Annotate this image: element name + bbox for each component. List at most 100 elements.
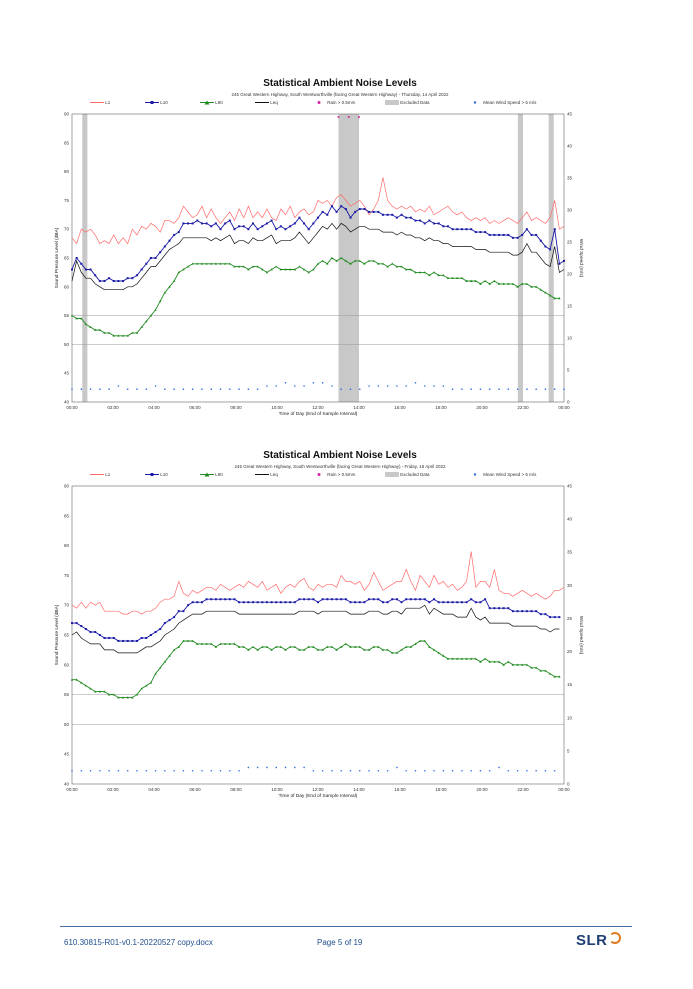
data-point-l90 bbox=[349, 262, 352, 265]
data-point-l90 bbox=[437, 651, 440, 654]
data-point-wind bbox=[284, 766, 287, 769]
data-point-l90 bbox=[247, 268, 250, 271]
data-point-wind bbox=[544, 769, 547, 772]
data-point-wind bbox=[145, 388, 148, 391]
data-point-l10 bbox=[349, 601, 352, 604]
legend-item-wind: Mean Wind Speed > 5 m/s bbox=[468, 100, 536, 105]
data-point-l10 bbox=[414, 219, 417, 222]
data-point-l10 bbox=[474, 601, 477, 604]
data-point-wind bbox=[553, 769, 556, 772]
data-point-l10 bbox=[437, 601, 440, 604]
y-tick-label: 90 bbox=[64, 112, 70, 117]
data-point-wind bbox=[368, 769, 370, 772]
data-point-l90 bbox=[404, 268, 408, 271]
data-point-l90 bbox=[103, 690, 106, 693]
footer-document-name: 610.30815-R01-v0.1-20220527 copy.docx bbox=[64, 938, 213, 947]
data-point-wind bbox=[461, 769, 463, 772]
data-point-l90 bbox=[493, 279, 496, 282]
series-line-l10 bbox=[72, 598, 560, 642]
data-point-l90 bbox=[149, 681, 153, 684]
data-point-wind bbox=[108, 388, 110, 391]
data-point-l10 bbox=[363, 601, 366, 604]
data-point-l10 bbox=[214, 598, 217, 601]
data-point-l10 bbox=[460, 228, 463, 231]
data-point-l10 bbox=[108, 636, 111, 639]
data-point-l10 bbox=[117, 280, 120, 283]
data-point-l90 bbox=[80, 317, 83, 320]
data-point-wind bbox=[535, 388, 537, 391]
data-point-l90 bbox=[335, 648, 338, 651]
data-point-l90 bbox=[70, 314, 74, 317]
data-point-wind bbox=[256, 388, 259, 391]
x-tick-label: 00:00 bbox=[558, 405, 570, 410]
data-point-l90 bbox=[391, 651, 394, 654]
data-point-l90 bbox=[534, 285, 538, 288]
data-point-l10 bbox=[525, 610, 528, 613]
data-point-l90 bbox=[395, 265, 399, 268]
data-point-l10 bbox=[563, 259, 565, 262]
data-point-l90 bbox=[89, 687, 92, 690]
chart-title: Statistical Ambient Noise Levels bbox=[263, 450, 417, 461]
data-point-l90 bbox=[298, 265, 301, 268]
data-point-l90 bbox=[210, 642, 213, 645]
data-point-l10 bbox=[386, 213, 389, 216]
data-point-l10 bbox=[173, 616, 176, 619]
data-point-wind bbox=[488, 769, 491, 772]
y-axis-label: Sound Pressure Level (dBA) bbox=[54, 604, 60, 665]
data-point-l90 bbox=[465, 279, 468, 282]
data-point-l90 bbox=[548, 672, 552, 675]
x-tick-label: 18:00 bbox=[435, 787, 447, 792]
data-point-wind bbox=[405, 769, 407, 772]
x-tick-label: 10:00 bbox=[271, 787, 283, 792]
data-point-l10 bbox=[279, 225, 282, 228]
data-point-l90 bbox=[432, 271, 436, 274]
series-line-l90 bbox=[71, 257, 560, 337]
data-point-l10 bbox=[228, 598, 231, 601]
data-point-l10 bbox=[386, 601, 389, 604]
logo-text: SLR bbox=[576, 932, 608, 949]
legend-item-l90: L90 bbox=[200, 100, 223, 105]
data-point-l10 bbox=[479, 231, 482, 234]
data-point-l10 bbox=[442, 601, 445, 604]
data-point-l10 bbox=[312, 222, 315, 225]
data-point-l10 bbox=[539, 613, 542, 616]
data-point-l90 bbox=[219, 642, 222, 645]
data-point-l10 bbox=[112, 280, 115, 283]
y-tick-label: 70 bbox=[64, 603, 70, 608]
data-point-l10 bbox=[488, 607, 491, 610]
data-point-l10 bbox=[368, 598, 371, 601]
y2-tick-label: 10 bbox=[567, 715, 573, 720]
data-point-l10 bbox=[502, 233, 505, 236]
data-point-l10 bbox=[377, 598, 380, 601]
data-point-l90 bbox=[270, 268, 273, 271]
data-point-l10 bbox=[307, 598, 310, 601]
data-point-l10 bbox=[108, 277, 111, 280]
data-point-l10 bbox=[456, 601, 459, 604]
data-point-l90 bbox=[525, 663, 529, 666]
data-point-l90 bbox=[456, 276, 459, 280]
data-point-l90 bbox=[516, 663, 519, 666]
data-point-l90 bbox=[154, 672, 157, 675]
data-point-l10 bbox=[265, 601, 268, 604]
data-point-wind bbox=[442, 385, 445, 387]
data-point-wind bbox=[526, 388, 528, 391]
data-point-l90 bbox=[228, 262, 232, 265]
data-point-l10 bbox=[317, 216, 319, 219]
data-point-l90 bbox=[474, 279, 478, 282]
excluded-data-band bbox=[82, 114, 88, 402]
data-point-l90 bbox=[488, 282, 491, 285]
data-point-l10 bbox=[196, 601, 199, 604]
data-point-wind bbox=[71, 388, 73, 391]
data-point-l10 bbox=[270, 601, 273, 604]
y2-tick-label: 30 bbox=[567, 583, 573, 588]
data-point-l10 bbox=[484, 231, 487, 234]
x-tick-label: 22:00 bbox=[517, 787, 529, 792]
data-point-wind bbox=[80, 388, 83, 391]
data-point-l90 bbox=[126, 334, 129, 337]
data-point-l90 bbox=[381, 648, 385, 651]
data-point-l90 bbox=[75, 317, 78, 320]
data-point-l90 bbox=[381, 262, 385, 265]
data-point-wind bbox=[275, 385, 278, 387]
data-point-l90 bbox=[558, 297, 561, 300]
y-tick-label: 80 bbox=[64, 169, 70, 174]
